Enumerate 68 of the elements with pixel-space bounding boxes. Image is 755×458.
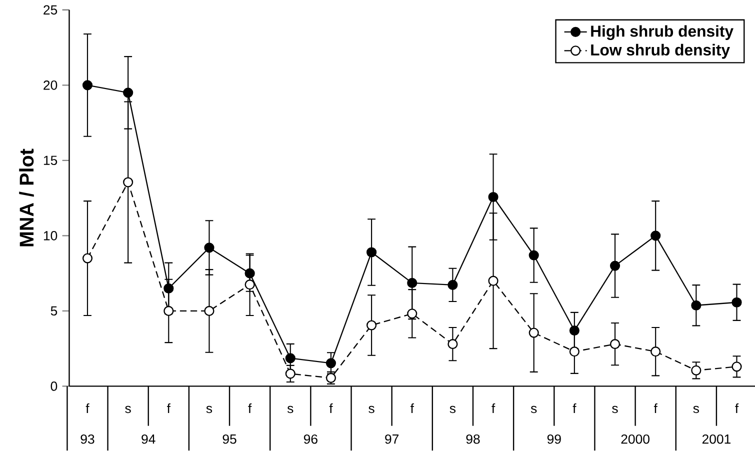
text: 98 — [466, 434, 480, 444]
point — [366, 320, 377, 331]
point — [285, 368, 296, 380]
text: 93 — [80, 434, 94, 444]
x-tick-label: f — [410, 404, 414, 414]
x-tick-label: s — [125, 406, 131, 414]
x-tick-label: f — [572, 404, 576, 414]
legend-label: High shrub density — [591, 25, 734, 40]
point — [448, 280, 458, 290]
y-axis-title: MNA / Plot — [19, 149, 34, 246]
point — [244, 268, 255, 279]
point — [569, 326, 580, 336]
x-tick-label: s — [612, 406, 618, 414]
point — [691, 300, 702, 311]
point — [204, 306, 214, 316]
point — [204, 242, 214, 254]
text: 94 — [142, 434, 156, 444]
x-tick-label: f — [248, 404, 252, 414]
text: 95 — [222, 434, 236, 444]
x-tick-label: s — [693, 406, 699, 414]
point — [407, 308, 418, 319]
x-tick-label: f — [329, 404, 333, 414]
x-tick-label: s — [368, 406, 374, 414]
point — [82, 80, 93, 90]
legend-label: Low shrub density — [591, 44, 730, 59]
x-tick-label: f — [735, 404, 739, 414]
point — [569, 346, 580, 357]
point — [244, 280, 255, 290]
point — [448, 339, 458, 350]
y-tick-label: 20 — [44, 80, 58, 90]
y-tick-label: 25 — [44, 5, 58, 15]
point — [732, 298, 742, 308]
y-tick-label: 0 — [50, 382, 58, 392]
x-tick-label: s — [450, 406, 456, 414]
y-tick-label: 15 — [44, 156, 58, 166]
point — [285, 353, 296, 364]
x-tick-label: f — [167, 404, 170, 414]
point — [650, 230, 661, 241]
point — [650, 346, 661, 357]
text: 99 — [547, 434, 561, 444]
point — [488, 276, 498, 286]
point — [528, 328, 539, 338]
text: 97 — [385, 434, 399, 444]
text: 2001 — [702, 434, 731, 444]
point — [123, 177, 134, 188]
x-tick-label: f — [654, 404, 658, 414]
x-tick-label: f — [492, 404, 496, 414]
x-tick-label: s — [287, 406, 294, 414]
point — [610, 260, 620, 272]
point — [82, 253, 93, 264]
text: 96 — [304, 434, 318, 444]
y-tick-label: 10 — [44, 231, 58, 241]
x-tick-label: s — [530, 406, 537, 414]
text: 2000 — [621, 434, 650, 444]
y-tick-label: 5 — [50, 306, 58, 316]
point — [164, 284, 174, 294]
point — [123, 88, 134, 98]
point — [732, 362, 742, 372]
point — [610, 339, 620, 350]
point — [407, 278, 418, 288]
x-tick-label: s — [206, 406, 212, 414]
point — [528, 250, 539, 261]
point — [326, 358, 336, 368]
point — [691, 366, 702, 376]
point — [488, 192, 498, 202]
point — [366, 247, 377, 258]
point — [164, 306, 174, 316]
x-tick-label: f — [86, 404, 90, 414]
